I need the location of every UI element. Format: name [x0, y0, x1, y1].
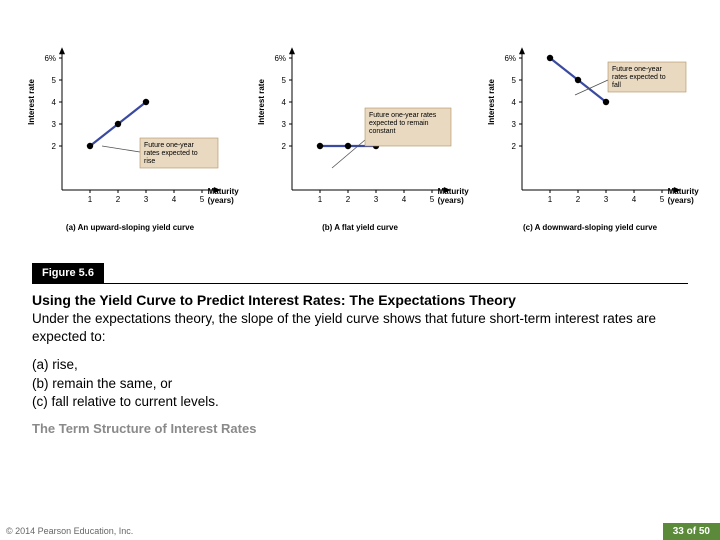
svg-text:Maturity(years): Maturity(years)	[438, 187, 470, 205]
svg-text:5: 5	[660, 195, 665, 204]
svg-text:6%: 6%	[504, 54, 516, 63]
svg-text:6%: 6%	[44, 54, 56, 63]
footer: © 2014 Pearson Education, Inc. 33 of 50	[0, 522, 720, 540]
svg-text:5: 5	[512, 76, 517, 85]
svg-text:3: 3	[512, 120, 517, 129]
section-title: The Term Structure of Interest Rates	[32, 421, 688, 436]
svg-text:4: 4	[52, 98, 57, 107]
svg-text:(a) An upward-sloping yield cu: (a) An upward-sloping yield curve	[66, 223, 195, 232]
svg-text:3: 3	[52, 120, 57, 129]
svg-text:4: 4	[512, 98, 517, 107]
svg-text:2: 2	[52, 142, 57, 151]
svg-text:4: 4	[632, 195, 637, 204]
svg-text:1: 1	[318, 195, 323, 204]
svg-text:Maturity(years): Maturity(years)	[208, 187, 240, 205]
svg-text:2: 2	[282, 142, 287, 151]
svg-text:1: 1	[548, 195, 553, 204]
figure-body: Under the expectations theory, the slope…	[32, 310, 688, 346]
page-badge: 33 of 50	[663, 523, 720, 540]
svg-text:3: 3	[604, 195, 609, 204]
svg-text:5: 5	[200, 195, 205, 204]
figure-title: Using the Yield Curve to Predict Interes…	[32, 292, 688, 308]
chart-panel-a: 23456%12345Interest rateMaturity(years)F…	[20, 40, 240, 245]
list-item-b: (b) remain the same, or	[32, 375, 688, 393]
svg-text:Interest rate: Interest rate	[27, 79, 36, 125]
svg-text:4: 4	[282, 98, 287, 107]
svg-text:4: 4	[172, 195, 177, 204]
divider	[32, 283, 688, 284]
svg-text:(c) A downward-sloping yield c: (c) A downward-sloping yield curve	[523, 223, 658, 232]
svg-text:5: 5	[52, 76, 57, 85]
svg-text:2: 2	[346, 195, 351, 204]
list-item-c: (c) fall relative to current levels.	[32, 393, 688, 411]
figure-label: Figure 5.6	[32, 263, 104, 283]
figure-list: (a) rise, (b) remain the same, or (c) fa…	[32, 356, 688, 411]
svg-text:Interest rate: Interest rate	[487, 79, 496, 125]
svg-text:3: 3	[144, 195, 149, 204]
svg-text:3: 3	[282, 120, 287, 129]
charts-row: 23456%12345Interest rateMaturity(years)F…	[0, 0, 720, 255]
chart-panel-c: 23456%12345Interest rateMaturity(years)F…	[480, 40, 700, 245]
svg-text:6%: 6%	[274, 54, 286, 63]
svg-text:3: 3	[374, 195, 379, 204]
svg-text:4: 4	[402, 195, 407, 204]
svg-text:2: 2	[512, 142, 517, 151]
svg-text:5: 5	[282, 76, 287, 85]
svg-text:5: 5	[430, 195, 435, 204]
chart-panel-b: 23456%12345Interest rateMaturity(years)F…	[250, 40, 470, 245]
svg-text:(b) A flat yield curve: (b) A flat yield curve	[322, 223, 398, 232]
svg-text:2: 2	[116, 195, 121, 204]
svg-text:2: 2	[576, 195, 581, 204]
svg-text:Maturity(years): Maturity(years)	[668, 187, 700, 205]
svg-text:1: 1	[88, 195, 93, 204]
list-item-a: (a) rise,	[32, 356, 688, 374]
copyright: © 2014 Pearson Education, Inc.	[0, 526, 663, 536]
svg-text:Interest rate: Interest rate	[257, 79, 266, 125]
